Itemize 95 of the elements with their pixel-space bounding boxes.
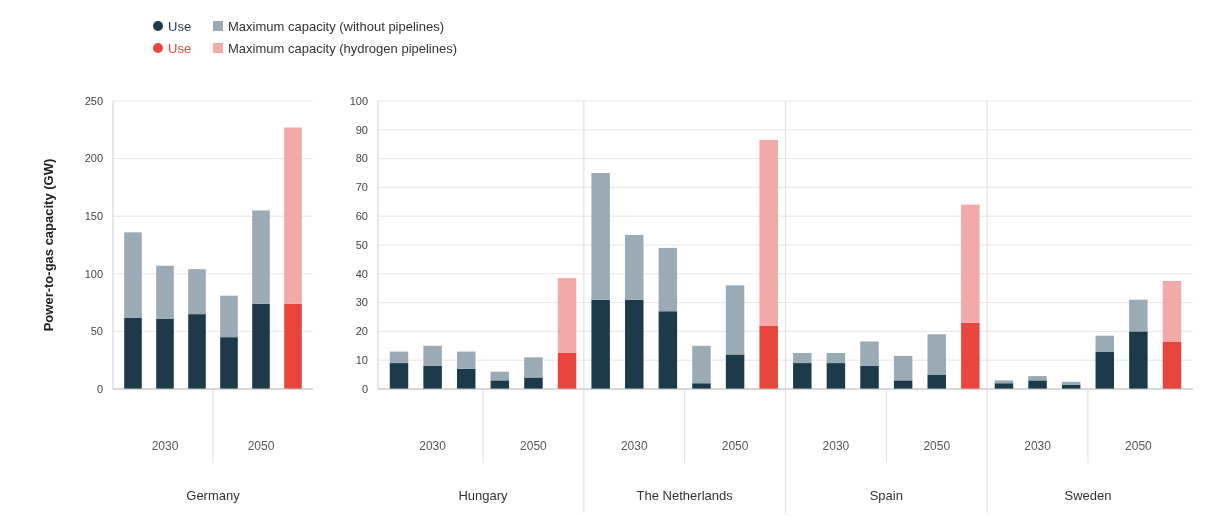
y-tick-label: 50 [355, 238, 368, 251]
y-tick-label: 250 [84, 94, 103, 107]
text: Sweden [1064, 488, 1112, 503]
bar [124, 317, 142, 389]
bar [389, 363, 409, 389]
bar [252, 303, 270, 389]
y-tick-label: 40 [355, 267, 368, 280]
bar [994, 380, 1014, 384]
text: 2050 [923, 439, 951, 453]
text: Hungary [458, 488, 509, 503]
legend-label: Use [168, 18, 192, 34]
bar [893, 380, 913, 389]
bar [1162, 281, 1182, 342]
bar [860, 341, 879, 366]
bar [793, 353, 812, 364]
bar [1162, 341, 1182, 389]
y-tick-label: 80 [355, 152, 368, 165]
text: 2050 [721, 439, 749, 453]
bar [826, 353, 846, 364]
bar [456, 368, 476, 389]
bar [456, 351, 476, 369]
y-tick-label: 200 [84, 152, 103, 165]
text: The Netherlands [636, 488, 734, 503]
legend-label: Maximum capacity (hydrogen pipelines) [228, 40, 458, 56]
y-tick-label: 10 [355, 354, 368, 367]
bar [826, 363, 846, 389]
bar [1028, 376, 1047, 381]
bar [188, 314, 206, 389]
y-tick-label: 0 [96, 382, 103, 395]
bar [1061, 381, 1081, 385]
y-tick-label: 50 [90, 325, 103, 338]
bar [284, 127, 302, 304]
bar [625, 299, 644, 389]
bar [490, 371, 510, 381]
bar [1129, 299, 1148, 332]
bar [284, 303, 302, 389]
bar [658, 311, 678, 389]
text: Spain [869, 488, 903, 503]
bar [220, 337, 238, 389]
text: 2030 [620, 439, 648, 453]
text: 2030 [151, 439, 179, 453]
text: 2030 [1024, 439, 1052, 453]
bar [1028, 380, 1047, 389]
bar [692, 345, 711, 384]
bar [927, 334, 946, 375]
bar [725, 285, 745, 355]
bar [490, 380, 510, 389]
y-axis-title: Power-to-gas capacity (GW) [41, 158, 56, 332]
bar [961, 322, 980, 389]
text: 2030 [822, 439, 850, 453]
bar [759, 139, 778, 326]
bar [252, 210, 270, 304]
text: 2030 [419, 439, 447, 453]
y-tick-label: 100 [84, 267, 103, 280]
bar [725, 354, 745, 389]
bar [893, 355, 913, 381]
bar [591, 299, 610, 389]
bar [557, 353, 577, 389]
text: Germany [186, 488, 241, 503]
bar [423, 365, 442, 389]
y-tick-label: 30 [355, 296, 368, 309]
bar [793, 363, 812, 389]
bar [423, 345, 442, 366]
bar [220, 295, 238, 338]
bar [188, 269, 206, 315]
bar [156, 318, 174, 389]
bar [524, 377, 543, 389]
bar [1129, 331, 1148, 389]
y-tick-label: 100 [349, 94, 368, 107]
text: 2050 [247, 439, 275, 453]
bar [927, 374, 946, 389]
bar [557, 278, 577, 353]
y-tick-label: 90 [355, 123, 368, 136]
legend-label: Use [168, 40, 192, 56]
bar [759, 325, 778, 389]
bar [658, 247, 678, 312]
bar [591, 173, 610, 300]
legend-label: Maximum capacity (without pipelines) [228, 18, 445, 34]
bar [1095, 335, 1115, 352]
bar [124, 232, 142, 318]
bar [860, 365, 879, 389]
text: 2050 [1125, 439, 1153, 453]
y-tick-label: 60 [355, 210, 368, 223]
bar [625, 234, 644, 300]
y-tick-label: 150 [84, 210, 103, 223]
bar [389, 351, 409, 364]
text: 2050 [520, 439, 548, 453]
bar [156, 265, 174, 319]
y-tick-label: 70 [355, 181, 368, 194]
bar [524, 357, 543, 378]
bar [961, 204, 980, 323]
y-tick-label: 20 [355, 325, 368, 338]
y-tick-label: 0 [361, 382, 368, 395]
bar [1095, 351, 1115, 389]
bar [692, 383, 711, 389]
